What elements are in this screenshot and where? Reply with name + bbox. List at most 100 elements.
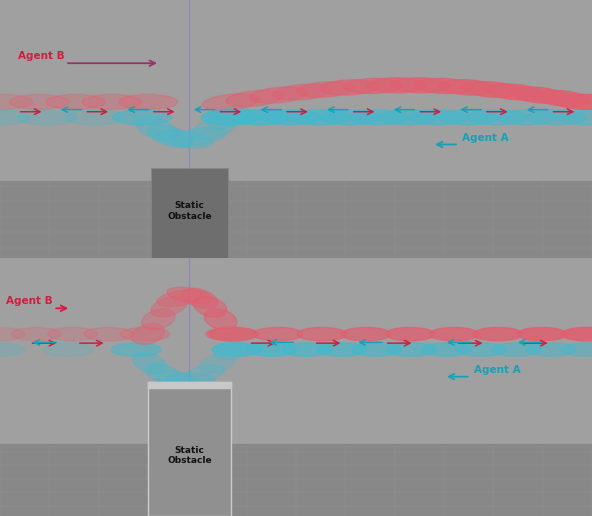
- Ellipse shape: [379, 110, 438, 125]
- Ellipse shape: [260, 110, 320, 125]
- Ellipse shape: [183, 365, 224, 383]
- Ellipse shape: [0, 110, 30, 125]
- Ellipse shape: [438, 110, 497, 125]
- Ellipse shape: [209, 328, 259, 341]
- Ellipse shape: [202, 94, 259, 110]
- Ellipse shape: [157, 131, 213, 148]
- Ellipse shape: [212, 343, 262, 356]
- Ellipse shape: [249, 87, 307, 103]
- Ellipse shape: [201, 110, 260, 125]
- Ellipse shape: [11, 328, 61, 341]
- Ellipse shape: [141, 309, 175, 330]
- Ellipse shape: [486, 84, 544, 100]
- Ellipse shape: [517, 328, 567, 341]
- Ellipse shape: [118, 94, 178, 109]
- Ellipse shape: [491, 343, 541, 356]
- Ellipse shape: [429, 328, 479, 341]
- Ellipse shape: [462, 82, 520, 98]
- Ellipse shape: [367, 78, 426, 93]
- Text: Agent A: Agent A: [474, 365, 520, 375]
- Bar: [0, 444, 592, 516]
- Text: Agent B: Agent B: [6, 296, 53, 307]
- Ellipse shape: [247, 343, 297, 356]
- Ellipse shape: [317, 343, 366, 356]
- Ellipse shape: [526, 343, 576, 356]
- Ellipse shape: [165, 373, 215, 386]
- Bar: [148, 382, 231, 516]
- Ellipse shape: [320, 110, 379, 125]
- Ellipse shape: [510, 87, 567, 103]
- Ellipse shape: [112, 110, 172, 125]
- Ellipse shape: [282, 343, 332, 356]
- Text: Agent B: Agent B: [18, 51, 65, 61]
- Ellipse shape: [112, 110, 172, 125]
- Ellipse shape: [46, 94, 105, 109]
- Ellipse shape: [204, 309, 237, 330]
- Ellipse shape: [534, 90, 591, 107]
- Ellipse shape: [191, 117, 236, 139]
- Ellipse shape: [111, 343, 161, 356]
- Bar: [0, 181, 592, 258]
- Text: Agent A: Agent A: [462, 133, 509, 142]
- Ellipse shape: [341, 328, 391, 341]
- Ellipse shape: [439, 79, 497, 95]
- Ellipse shape: [473, 328, 523, 341]
- Ellipse shape: [414, 78, 474, 93]
- Ellipse shape: [156, 370, 197, 389]
- Ellipse shape: [290, 110, 349, 125]
- Ellipse shape: [200, 353, 236, 373]
- Ellipse shape: [82, 94, 141, 109]
- Ellipse shape: [65, 110, 124, 125]
- Ellipse shape: [556, 94, 592, 109]
- Ellipse shape: [456, 343, 506, 356]
- Ellipse shape: [148, 125, 194, 148]
- Ellipse shape: [297, 328, 347, 341]
- Ellipse shape: [561, 343, 592, 356]
- Ellipse shape: [527, 110, 586, 125]
- Ellipse shape: [349, 110, 408, 125]
- Ellipse shape: [468, 110, 527, 125]
- Ellipse shape: [157, 290, 201, 307]
- Ellipse shape: [84, 328, 134, 341]
- Ellipse shape: [0, 343, 25, 356]
- Ellipse shape: [231, 110, 290, 125]
- Ellipse shape: [133, 353, 167, 373]
- Ellipse shape: [111, 343, 161, 356]
- Ellipse shape: [343, 78, 403, 93]
- Ellipse shape: [297, 82, 355, 97]
- Ellipse shape: [0, 94, 33, 109]
- Ellipse shape: [194, 296, 227, 317]
- Ellipse shape: [167, 287, 212, 303]
- Bar: [148, 382, 231, 388]
- Ellipse shape: [556, 110, 592, 125]
- Ellipse shape: [43, 343, 93, 356]
- Text: Static
Obstacle: Static Obstacle: [167, 201, 212, 221]
- Ellipse shape: [320, 80, 379, 95]
- Ellipse shape: [214, 340, 248, 360]
- Ellipse shape: [136, 117, 177, 140]
- Ellipse shape: [182, 288, 218, 309]
- Ellipse shape: [422, 343, 471, 356]
- Ellipse shape: [253, 328, 303, 341]
- Ellipse shape: [9, 94, 69, 109]
- Ellipse shape: [273, 84, 331, 100]
- Ellipse shape: [206, 328, 256, 341]
- Ellipse shape: [497, 110, 556, 125]
- Ellipse shape: [408, 110, 468, 125]
- Ellipse shape: [172, 127, 227, 145]
- Text: Static
Obstacle: Static Obstacle: [167, 446, 212, 465]
- Ellipse shape: [391, 78, 450, 93]
- Ellipse shape: [385, 328, 435, 341]
- Bar: [151, 168, 228, 258]
- Ellipse shape: [131, 324, 165, 345]
- Ellipse shape: [120, 328, 170, 341]
- Ellipse shape: [387, 343, 436, 356]
- Ellipse shape: [561, 328, 592, 341]
- Ellipse shape: [0, 328, 25, 341]
- Ellipse shape: [48, 328, 98, 341]
- Ellipse shape: [352, 343, 401, 356]
- Ellipse shape: [151, 297, 186, 317]
- Ellipse shape: [207, 106, 249, 129]
- Ellipse shape: [18, 110, 77, 125]
- Ellipse shape: [145, 364, 181, 384]
